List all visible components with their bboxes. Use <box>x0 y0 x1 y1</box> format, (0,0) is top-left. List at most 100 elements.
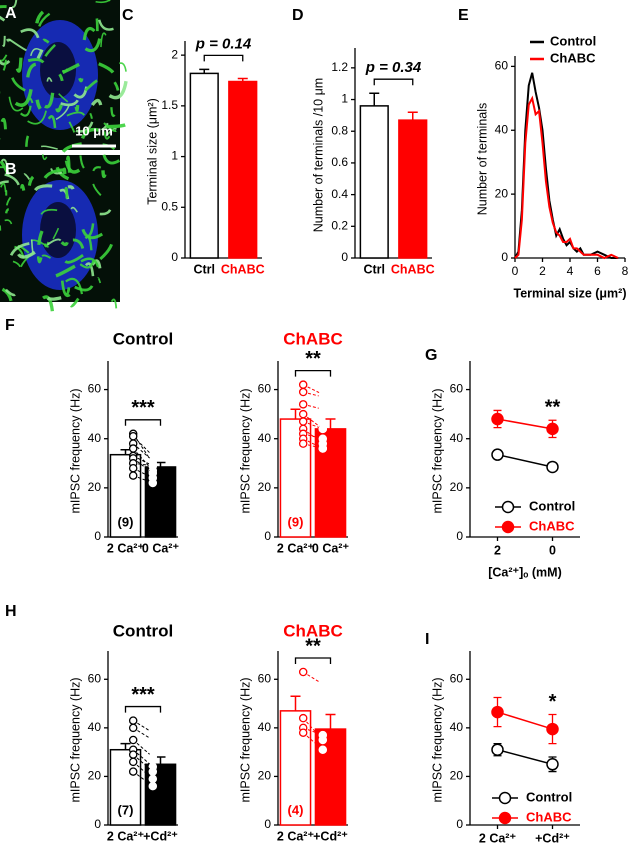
fiber <box>2 59 7 71</box>
fiber <box>92 183 102 196</box>
error-bar <box>199 68 210 74</box>
significance-label: * <box>549 691 557 713</box>
fiber <box>60 280 71 298</box>
x-tick-label: Ctrl <box>363 262 385 276</box>
significance-bracket <box>294 370 332 377</box>
fiber <box>4 208 9 214</box>
fiber <box>110 107 116 118</box>
x-tick-label: +Cd²⁺ <box>313 829 348 843</box>
fiber <box>110 298 118 309</box>
bar <box>314 728 347 826</box>
fiber <box>17 250 36 259</box>
bar <box>189 72 219 259</box>
pair-link <box>132 720 154 734</box>
fiber <box>0 59 11 66</box>
significance-label: ** <box>305 635 321 657</box>
fiber <box>100 32 107 48</box>
error-bar <box>407 111 418 121</box>
fiber <box>55 105 70 121</box>
y-tick-label: 20 <box>88 480 102 494</box>
fiber <box>11 77 26 92</box>
data-point <box>318 392 328 402</box>
fiber <box>4 288 16 297</box>
fiber <box>87 223 95 238</box>
fiber <box>9 242 30 256</box>
fiber <box>12 260 21 268</box>
y-tick-label: 40 <box>88 720 102 734</box>
fiber <box>80 127 101 140</box>
fiber <box>40 145 58 150</box>
data-point <box>148 774 158 784</box>
legend-marker <box>501 500 515 514</box>
micrograph-texture <box>0 0 128 312</box>
x-tick-label: +Cd²⁺ <box>143 829 178 843</box>
series-line <box>514 95 619 260</box>
pair-link <box>132 761 154 780</box>
y-tick-label: 0.2 <box>331 218 348 232</box>
y-tick-label: 60 <box>450 382 464 396</box>
fiber <box>36 256 43 264</box>
fiber <box>4 219 13 225</box>
y-tick-label: 20 <box>258 769 272 783</box>
data-point <box>148 461 158 470</box>
n-label: (4) <box>288 802 304 817</box>
fiber <box>81 228 104 240</box>
fiber <box>99 243 113 261</box>
y-tick-label: 0 <box>264 817 271 831</box>
fiber <box>41 154 48 161</box>
fiber <box>78 77 84 83</box>
fiber <box>118 62 127 72</box>
fiber <box>43 168 64 179</box>
y-tick-label: 0.8 <box>331 123 348 137</box>
fiber <box>69 297 80 308</box>
fiber <box>62 167 67 175</box>
y-tick-label: 20 <box>258 480 272 494</box>
fiber <box>42 38 50 44</box>
legend-label: ChABC <box>529 518 575 533</box>
x-tick-label: 0 <box>549 543 556 557</box>
fiber <box>66 111 86 117</box>
panel-label: D <box>292 7 304 24</box>
fiber <box>2 35 6 47</box>
fiber <box>5 38 11 43</box>
data-point <box>128 735 138 745</box>
significance-bracket <box>124 705 162 713</box>
y-tick-label: 60 <box>88 671 102 685</box>
data-point <box>298 400 308 409</box>
fiber <box>61 68 69 73</box>
pair-link <box>302 732 324 751</box>
data-point <box>546 758 559 771</box>
y-tick-label: 60 <box>258 382 272 396</box>
fiber <box>50 168 63 175</box>
y-tick-label: 60 <box>450 671 464 685</box>
y-tick-label: 0.6 <box>331 155 348 169</box>
fiber <box>108 80 128 100</box>
data-point <box>128 716 138 725</box>
y-tick-label: 40 <box>88 431 102 445</box>
significance-label: p = 0.34 <box>365 59 422 76</box>
panel-label: H <box>5 603 17 620</box>
fiber <box>14 88 33 107</box>
error-bar <box>155 756 166 765</box>
fiber <box>65 155 71 173</box>
fiber <box>64 186 69 199</box>
legend-marker <box>498 791 512 805</box>
data-point <box>491 705 504 719</box>
scale-bar-label: 10 μm <box>75 123 113 138</box>
fiber <box>27 175 35 186</box>
fiber <box>65 277 84 295</box>
fiber <box>11 0 18 8</box>
error-bar <box>120 742 131 750</box>
data-point <box>298 667 308 677</box>
y-axis-label: mIPSC frequency (Hz) <box>238 388 252 513</box>
y-tick-label: 20 <box>450 480 464 494</box>
fiber <box>0 5 7 9</box>
data-point <box>318 745 328 754</box>
bar <box>398 119 428 259</box>
legend-label: Control <box>526 789 572 804</box>
error-bar <box>120 449 131 455</box>
x-tick-label: Ctrl <box>193 262 215 276</box>
fiber <box>89 112 93 119</box>
fiber <box>0 180 9 185</box>
fiber <box>65 287 71 295</box>
